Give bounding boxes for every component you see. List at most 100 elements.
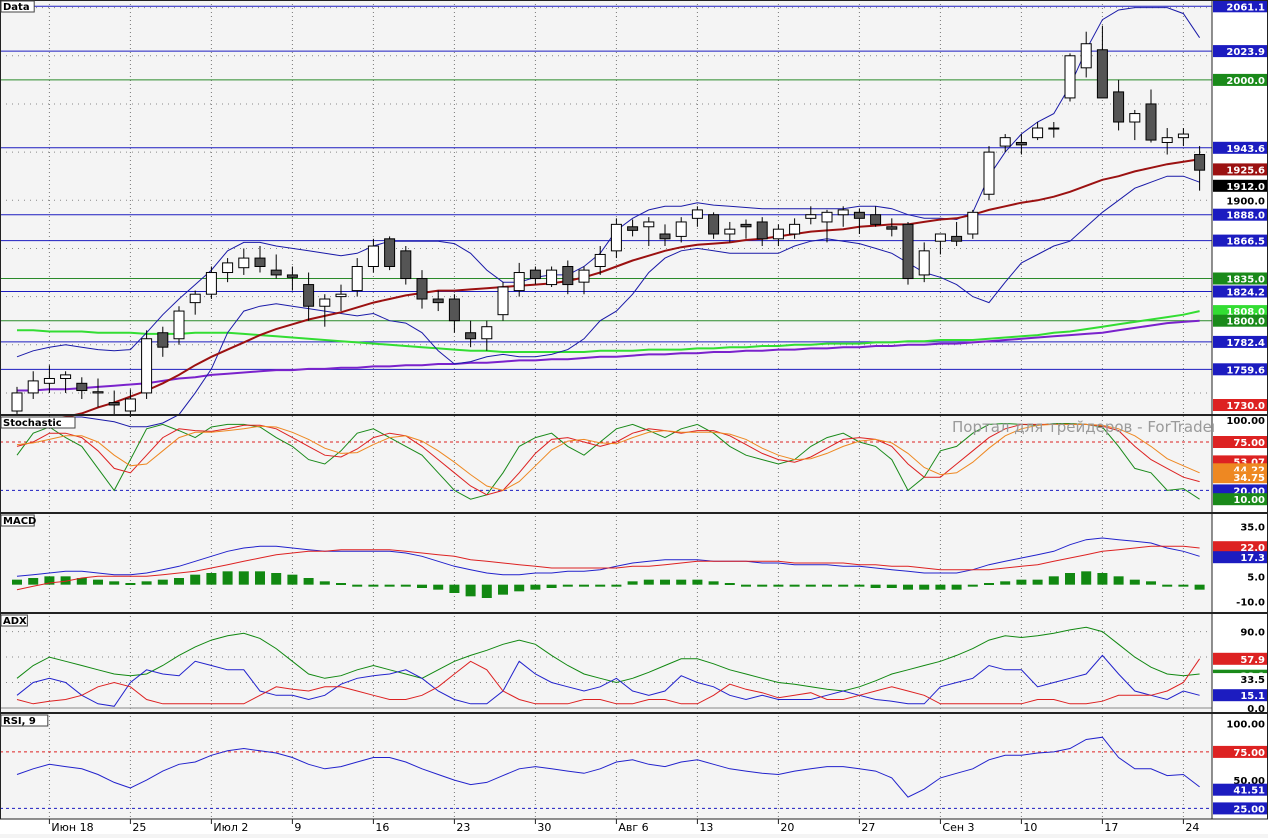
macd-histogram-bar [708, 581, 719, 585]
macd-histogram-bar [676, 579, 687, 585]
candle-body [708, 214, 720, 235]
macd-histogram-bar [611, 584, 622, 587]
price-tick-label-box [1213, 285, 1267, 298]
candle-body [367, 245, 379, 268]
price-tick-label-box [1213, 141, 1267, 154]
price-tick-label: 1782.4 [1226, 338, 1265, 349]
candle-body [43, 377, 55, 384]
macd-histogram-bar [44, 576, 55, 585]
price-tick-label: 1800.0 [1226, 317, 1265, 328]
rsi-tick-label-box [1213, 802, 1267, 815]
time-axis-label: 10 [1023, 821, 1037, 834]
candle-body [562, 266, 574, 286]
adx-tick-label-box [1213, 652, 1267, 665]
candle-body [805, 214, 817, 219]
price-tick-label-box [1213, 305, 1267, 318]
candle-body [789, 223, 801, 235]
time-axis-label: 27 [861, 821, 875, 834]
time-axis-label: 30 [537, 821, 551, 834]
candle-body [546, 269, 558, 286]
candle-body [1048, 127, 1060, 130]
macd-histogram-bar [336, 583, 346, 585]
candle-body [1145, 103, 1157, 141]
candle-body [1177, 133, 1189, 139]
rsi-tick-label-box [1213, 774, 1267, 787]
candle-body [870, 214, 882, 225]
pane-separator [0, 612, 1268, 614]
time-axis-label: Авг 6 [618, 821, 648, 834]
macd-histogram-bar [12, 579, 22, 585]
candle-body [951, 235, 963, 242]
time-axis-label: 9 [294, 821, 301, 834]
price-tick-label: 1943.6 [1226, 144, 1265, 155]
candle-body [481, 326, 493, 340]
macd-histogram-bar [643, 579, 654, 585]
stochastic-k-line [16, 422, 1200, 500]
candle-body [1113, 91, 1125, 123]
time-axis-label: Сен 3 [942, 821, 974, 834]
candle-body [610, 223, 622, 252]
candle-body [1194, 154, 1206, 171]
candle-body [189, 293, 201, 304]
sma-mid-line [17, 310, 1200, 353]
macd-histogram-bar [595, 584, 606, 587]
macd-tick-label: 22.0 [1240, 543, 1265, 554]
candle-body [513, 272, 525, 292]
candle-body [238, 257, 250, 269]
macd-histogram-bar [368, 584, 379, 587]
macd-histogram-bar [190, 574, 201, 585]
macd-histogram-bar [660, 579, 670, 585]
stochastic-tick-label-box [1213, 414, 1267, 426]
macd-histogram-bar [886, 584, 897, 588]
candle-body [1015, 141, 1027, 146]
macd-histogram-bar [1097, 573, 1108, 585]
candle-body [934, 233, 946, 242]
candle-body [821, 211, 833, 223]
macd-histogram-bar [757, 584, 768, 587]
candle-body [351, 266, 363, 292]
candle-body [173, 310, 185, 340]
candle-body [222, 262, 234, 274]
time-axis-label: 16 [375, 821, 389, 834]
macd-histogram-bar [870, 584, 881, 588]
macd-histogram-bar [838, 584, 849, 587]
macd-tick-label-box [1213, 595, 1267, 608]
candle-body [286, 274, 298, 278]
macd-tick-label-box [1213, 541, 1267, 554]
macd-histogram-bar [854, 584, 865, 587]
adx-di_minus-line [16, 658, 1201, 705]
price-tick-label: 1759.6 [1226, 365, 1265, 376]
adx-di_plus-line [16, 654, 1200, 707]
macd-histogram-bar [400, 584, 411, 587]
candle-body [1161, 137, 1173, 143]
price-tick-label-box [1213, 163, 1267, 176]
candle-body [319, 298, 331, 307]
price-tick-label: 1835.0 [1226, 275, 1265, 286]
stochastic-slow-line [16, 423, 1200, 491]
time-axis-label: 20 [780, 821, 794, 834]
stochastic-tick-label: 53.07 [1233, 457, 1265, 468]
macd-histogram-bar [303, 578, 314, 585]
time-axis-label: 23 [456, 821, 470, 834]
macd-histogram-bar [93, 579, 103, 585]
pane-title-3: ADX [3, 616, 27, 627]
rsi-line [16, 736, 1200, 798]
price-tick-label: 1730.0 [1226, 401, 1265, 412]
time-axis-label: 24 [1185, 821, 1199, 834]
adx-tick-label: 57.9 [1240, 655, 1265, 666]
candle-body [837, 209, 849, 216]
candle-body [270, 269, 282, 276]
macd-histogram-bar [352, 584, 363, 587]
pane-separator [0, 712, 1268, 714]
candle-body [529, 269, 541, 280]
candle-body [141, 338, 153, 394]
macd-histogram-bar [773, 584, 784, 587]
candle-body [124, 398, 136, 412]
stochastic-d-line [16, 423, 1200, 496]
candle-body [999, 137, 1011, 147]
pane-title-box [0, 614, 28, 627]
macd-tick-label-box [1213, 520, 1267, 533]
macd-histogram-bar [1162, 584, 1173, 587]
price-tick-label-box [1213, 234, 1267, 247]
